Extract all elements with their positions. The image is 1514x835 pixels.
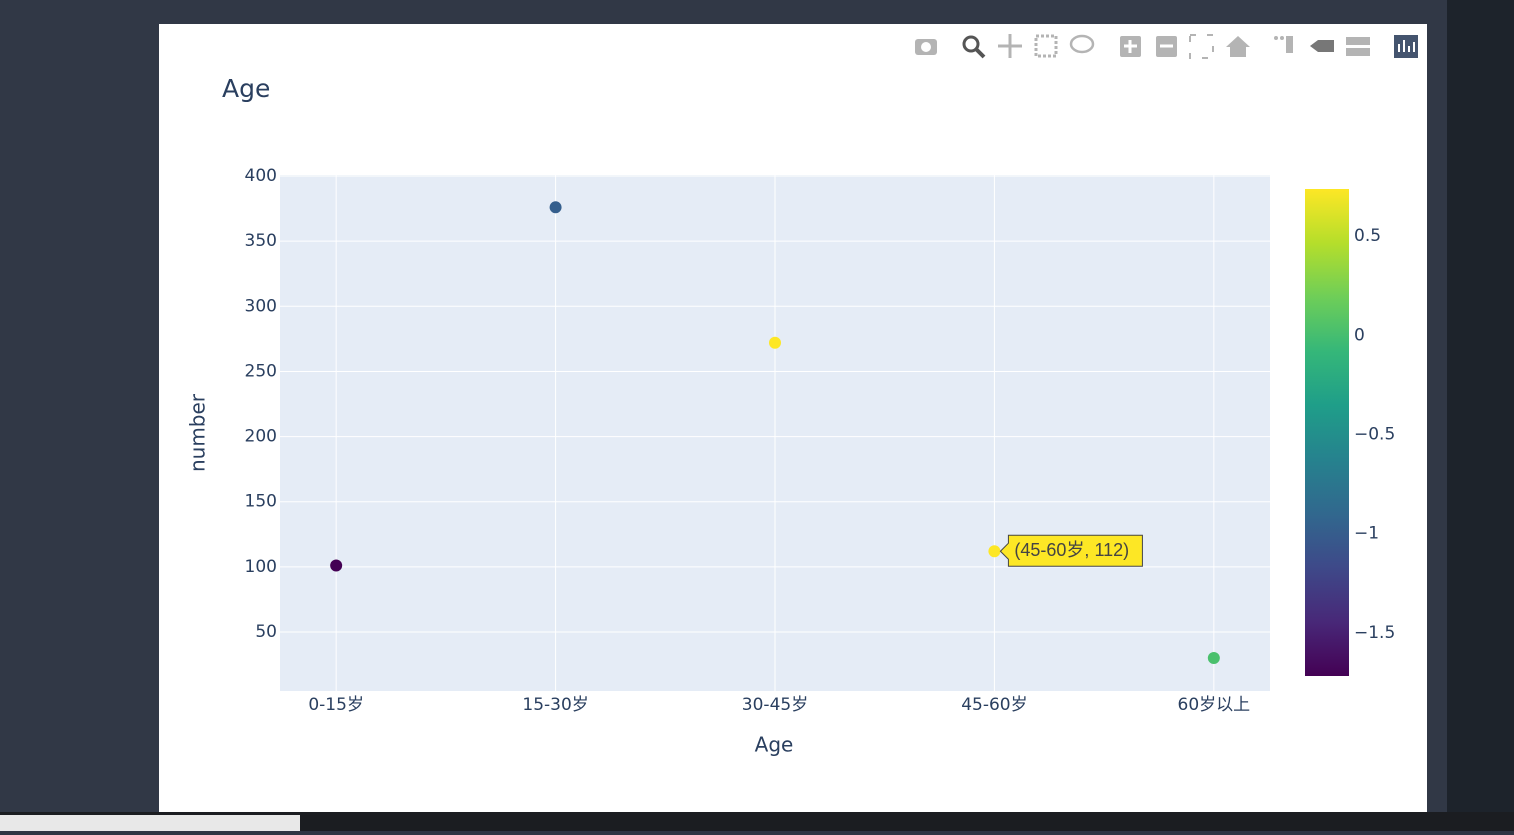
- scroll-area: [0, 815, 300, 831]
- y-tick-label: 300: [245, 296, 277, 316]
- point: [769, 336, 781, 349]
- x-tick-label: 60岁以上: [1178, 695, 1251, 715]
- y-tick-label: 50: [255, 622, 277, 642]
- hover-box: [999, 534, 1143, 567]
- colorbar: [1305, 189, 1349, 676]
- bottom-bar: [0, 812, 1514, 831]
- y-tick-label: 200: [245, 427, 277, 447]
- point: [549, 201, 562, 214]
- hover-label: (45-60岁, 112): [1014, 540, 1129, 560]
- colorbar-tick-label: −1.5: [1354, 623, 1395, 643]
- y-tick-label: 350: [245, 231, 277, 251]
- colorbar-tick-label: 0: [1354, 325, 1365, 345]
- y-axis-title: number: [186, 393, 210, 472]
- point: [988, 545, 1001, 558]
- x-tick-label: 15-30岁: [522, 695, 588, 715]
- y-tick-label: 150: [245, 492, 277, 512]
- x-axis-title: Age: [755, 733, 794, 757]
- y-tick-label: 400: [245, 166, 277, 186]
- colorbar-tick-label: −1: [1354, 524, 1379, 544]
- modebar[interactable]: [915, 34, 1418, 59]
- x-tick-label: 30-45岁: [742, 695, 808, 715]
- chart-title: Age: [222, 74, 270, 103]
- x-tick-label: 0-15岁: [308, 695, 364, 715]
- y-tick-label: 250: [245, 361, 277, 381]
- side-panel: [1447, 0, 1514, 831]
- colorbar-tick-label: 0.5: [1354, 226, 1381, 246]
- point: [1207, 652, 1220, 665]
- x-tick-label: 45-60岁: [961, 695, 1027, 715]
- point: [330, 559, 343, 572]
- colorbar-tick-label: −0.5: [1354, 424, 1395, 444]
- y-tick-label: 100: [245, 557, 277, 577]
